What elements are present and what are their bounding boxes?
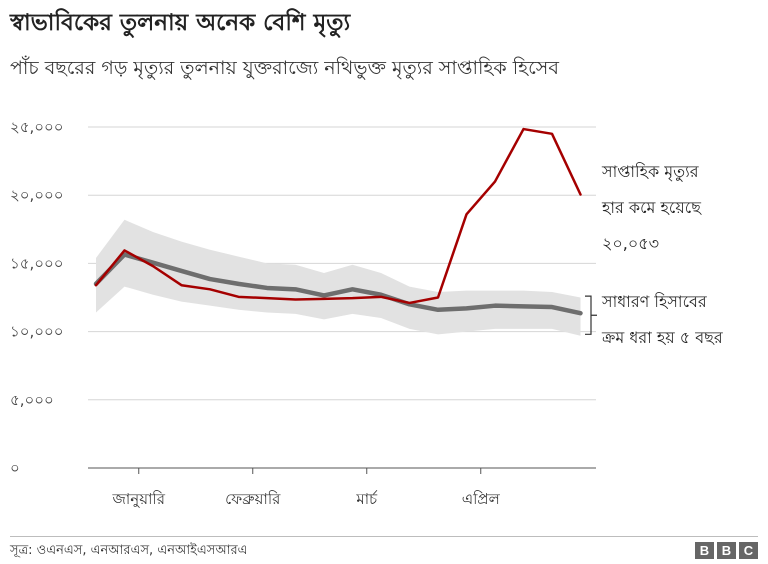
bbc-logo-letter-1: B xyxy=(695,542,714,559)
range-annotation: ক্রম ধরা হয় ৫ বছর xyxy=(601,328,724,347)
y-tick-label: ১০,০০০ xyxy=(10,323,64,341)
x-tick-label: এপ্রিল xyxy=(462,490,501,508)
range-bracket xyxy=(585,295,597,335)
footer-divider xyxy=(10,536,758,537)
bbc-logo-letter-3: C xyxy=(739,542,758,559)
y-tick-label: ২৫,০০০ xyxy=(10,118,64,136)
y-tick-label: ২০,০০০ xyxy=(10,186,64,204)
x-tick-label: জানুয়ারি xyxy=(112,490,166,508)
x-tick-label: ফেব্রুয়ারি xyxy=(225,490,281,508)
weekly-deaths-annotation: সাপ্তাহিক মৃত্যুর xyxy=(601,162,700,182)
bbc-logo: B B C xyxy=(695,542,758,559)
average-line xyxy=(93,252,583,316)
y-tick-label: ৫,০০০ xyxy=(10,391,54,409)
source-note: সূত্র: ওএনএস, এনআরএস, এনআইএসআরএ xyxy=(10,543,248,558)
range-annotation: সাধারণ হিসাবের xyxy=(601,292,708,311)
chart-title: স্বাভাবিকের তুলনায় অনেক বেশি মৃত্যু xyxy=(10,10,351,36)
chart-subtitle: পাঁচ বছরের গড় মৃত্যুর তুলনায় যুক্তরাজ্… xyxy=(10,57,559,79)
x-tick-label: মার্চ xyxy=(355,490,378,508)
y-tick-label: ১৫,০০০ xyxy=(10,254,64,272)
y-tick-label: ০ xyxy=(10,459,20,477)
weekly-deaths-annotation: ২০,০৫৩ xyxy=(602,234,659,253)
weekly-deaths-line xyxy=(94,127,582,305)
weekly-deaths-annotation: হার কমে হয়েছে xyxy=(601,198,702,217)
bbc-logo-letter-2: B xyxy=(717,542,736,559)
